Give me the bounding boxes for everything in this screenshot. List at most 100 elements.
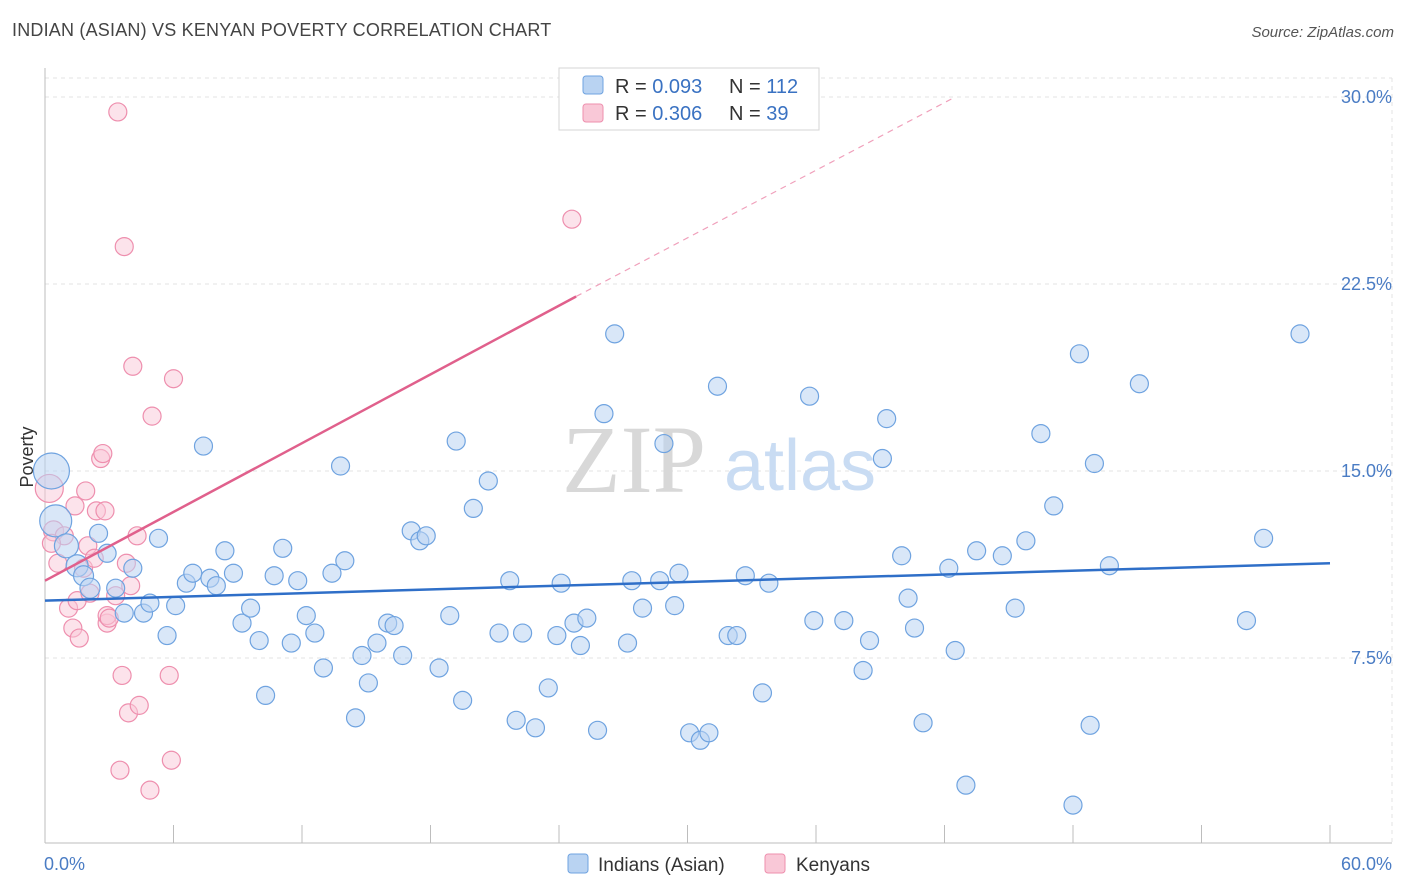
point-indians-asian	[281, 633, 301, 653]
chart-source: Source: ZipAtlas.com	[1251, 24, 1394, 41]
point-indians-asian	[157, 625, 177, 646]
point-indians-asian	[215, 541, 235, 561]
svg-text:R = 0.093: R = 0.093	[615, 76, 702, 98]
legend-swatch-kenyans	[582, 103, 604, 123]
point-kenyans	[69, 628, 89, 648]
point-indians-asian	[232, 613, 252, 633]
point-kenyans	[112, 665, 132, 686]
point-indians-asian	[759, 573, 779, 593]
point-indians-asian	[872, 448, 892, 469]
point-indians-asian	[577, 608, 597, 628]
point-kenyans	[142, 406, 162, 426]
point-indians-asian	[551, 573, 571, 593]
point-indians-asian	[939, 558, 959, 578]
series-legend-swatch-kenyans	[764, 853, 786, 874]
point-indians-asian	[123, 558, 143, 578]
point-indians-asian	[446, 431, 466, 451]
point-indians-asian	[1084, 453, 1105, 474]
point-indians-asian	[367, 633, 387, 653]
trend-line-indians	[44, 562, 1331, 602]
point-indians-asian	[88, 523, 109, 543]
point-indians-asian	[898, 588, 918, 608]
trend-lines	[44, 96, 1331, 602]
point-indians-asian	[877, 409, 897, 429]
watermark: ZIP atlas	[562, 406, 876, 513]
y-axis-title: Poverty	[17, 426, 37, 487]
series-legend-swatch-indians	[567, 853, 589, 874]
watermark-zip: ZIP	[562, 406, 706, 513]
point-indians-asian	[525, 718, 546, 738]
point-indians-asian	[352, 645, 372, 666]
grid-lines	[45, 77, 1393, 843]
point-indians-asian	[992, 546, 1012, 566]
tick-labels: 7.5% 15.0% 22.5% 30.0% 0.0% 60.0%	[44, 87, 1392, 874]
point-indians-asian	[707, 376, 728, 396]
point-indians-asian	[249, 630, 269, 651]
point-indians-asian	[834, 610, 854, 631]
series-legend-label-kenyans: Kenyans	[796, 855, 870, 876]
x-tick-label: 60.0%	[1341, 854, 1392, 874]
point-indians-asian	[1031, 424, 1051, 444]
point-indians-asian	[665, 596, 685, 616]
legend-r-label: R =	[615, 103, 652, 125]
point-indians-asian	[735, 566, 755, 586]
svg-text:N = 39: N = 39	[729, 103, 789, 125]
legend-n-value: 112	[766, 76, 798, 98]
legend-r-label: R =	[615, 76, 652, 98]
point-indians-asian	[106, 578, 126, 598]
point-indians-asian	[206, 576, 226, 596]
x-tick-label: 0.0%	[44, 854, 85, 874]
point-indians-asian	[53, 533, 80, 559]
point-indians-asian	[453, 690, 473, 710]
series-legend: Indians (Asian) Kenyans	[567, 853, 870, 876]
point-indians-asian	[1254, 528, 1274, 548]
point-indians-asian	[1016, 531, 1036, 551]
point-indians-asian	[264, 566, 284, 586]
trend-extension-kenyans	[575, 96, 956, 297]
point-indians-asian	[1099, 556, 1120, 576]
point-kenyans	[114, 237, 134, 257]
point-indians-asian	[384, 615, 404, 636]
point-indians-asian	[500, 571, 520, 591]
point-indians-asian	[305, 623, 325, 643]
point-indians-asian	[632, 598, 653, 618]
point-indians-asian	[79, 577, 101, 599]
legend-r-value: 0.306	[652, 103, 702, 125]
point-indians-asian	[393, 645, 413, 666]
point-indians-asian	[223, 563, 244, 583]
point-kenyans	[93, 443, 113, 464]
chart-title: INDIAN (ASIAN) VS KENYAN POVERTY CORRELA…	[12, 20, 552, 40]
point-kenyans	[108, 102, 128, 122]
point-indians-asian	[654, 433, 674, 454]
point-indians-asian	[650, 571, 670, 591]
point-indians-asian	[594, 404, 614, 424]
point-indians-asian	[330, 456, 351, 476]
point-indians-asian	[1236, 610, 1257, 631]
point-indians-asian	[478, 471, 498, 491]
point-indians-asian	[1129, 374, 1149, 394]
point-indians-asian	[166, 596, 186, 616]
point-indians-asian	[193, 436, 214, 456]
point-indians-asian	[1063, 795, 1083, 815]
y-tick-label: 22.5%	[1341, 274, 1392, 294]
point-indians-asian	[1044, 496, 1064, 516]
point-indians-asian	[799, 386, 820, 406]
point-indians-asian	[358, 673, 378, 693]
point-kenyans	[76, 481, 96, 501]
point-indians-asian	[506, 710, 526, 730]
point-indians-asian	[39, 504, 73, 538]
point-kenyans	[123, 356, 143, 376]
point-indians-asian	[255, 685, 276, 706]
y-tick-label: 7.5%	[1351, 648, 1392, 668]
point-indians-asian	[727, 625, 747, 646]
svg-text:N = 112: N = 112	[729, 76, 798, 98]
legend-r-value: 0.093	[652, 76, 702, 98]
point-indians-asian	[296, 606, 316, 626]
point-indians-asian	[892, 546, 912, 566]
point-kenyans	[140, 780, 160, 800]
point-kenyans	[161, 750, 181, 770]
point-indians-asian	[853, 660, 873, 681]
point-indians-asian	[538, 678, 558, 698]
point-indians-asian	[904, 618, 925, 638]
point-indians-asian	[1005, 598, 1025, 618]
